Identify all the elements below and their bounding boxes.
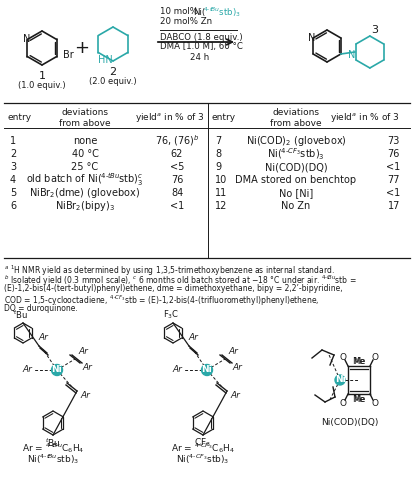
Text: Ar: Ar [80, 390, 90, 400]
Text: (E)-1,2-bis(4-(tert-butyl)phenyl)ethene, dme = dimethoxyethane, bipy = 2,2’-bipy: (E)-1,2-bis(4-(tert-butyl)phenyl)ethene,… [4, 284, 343, 293]
Text: Ar: Ar [78, 348, 88, 356]
Text: 3: 3 [372, 25, 378, 35]
Text: yield$^a$ in % of 3: yield$^a$ in % of 3 [135, 112, 205, 124]
Text: NiBr$_2$(bipy)$_3$: NiBr$_2$(bipy)$_3$ [55, 199, 115, 213]
Text: $^b$ Isolated yield (0.3 mmol scale), $^c$ 6 months old batch stored at $-$18 °C: $^b$ Isolated yield (0.3 mmol scale), $^… [4, 274, 357, 288]
Text: Me: Me [352, 394, 365, 404]
Text: Ar: Ar [22, 366, 32, 374]
Text: Ar: Ar [82, 364, 92, 372]
Text: 10: 10 [215, 175, 227, 185]
Text: $^a$ $^1$H NMR yield as determined by using 1,3,5-trimethoxybenzene as internal : $^a$ $^1$H NMR yield as determined by us… [4, 264, 335, 278]
Text: 1: 1 [10, 136, 16, 146]
Text: 8: 8 [215, 149, 221, 159]
Text: 7: 7 [215, 136, 221, 146]
Text: F$_3$C: F$_3$C [163, 308, 179, 322]
Text: Ni: Ni [335, 376, 345, 384]
Text: <5: <5 [170, 162, 184, 172]
Text: O: O [339, 352, 347, 362]
Text: No [Ni]: No [Ni] [279, 188, 313, 198]
Text: <1: <1 [170, 201, 184, 211]
Text: CF$_3$: CF$_3$ [195, 437, 211, 449]
Text: Br: Br [63, 50, 74, 59]
Text: Me: Me [352, 356, 365, 366]
Text: 76, (76)$^b$: 76, (76)$^b$ [154, 134, 199, 148]
Text: Ni($^{4\text{-}CF_3}$stb)$_3$: Ni($^{4\text{-}CF_3}$stb)$_3$ [176, 452, 230, 466]
Text: Ar: Ar [188, 332, 198, 342]
Text: 10 mol%: 10 mol% [160, 8, 201, 16]
Text: 2: 2 [109, 67, 116, 77]
Text: O: O [339, 398, 347, 407]
Text: 9: 9 [215, 162, 221, 172]
Text: 24 h: 24 h [190, 52, 209, 62]
Text: <1: <1 [386, 162, 400, 172]
Text: Me: Me [354, 356, 366, 366]
Text: Ar: Ar [230, 390, 240, 400]
Text: No Zn: No Zn [281, 201, 311, 211]
Text: Ar: Ar [38, 332, 48, 342]
Text: N: N [309, 33, 316, 43]
Text: old batch of Ni($^{4\text{-}t\!Bu}$stb)$_3^c$: old batch of Ni($^{4\text{-}t\!Bu}$stb)$… [26, 172, 144, 188]
Text: +: + [74, 39, 90, 57]
Text: Ni(COD)$_2$ (glovebox): Ni(COD)$_2$ (glovebox) [246, 134, 347, 148]
Text: Ni(COD)(DQ): Ni(COD)(DQ) [265, 162, 328, 172]
Text: entry: entry [7, 114, 31, 122]
Text: Ni: Ni [202, 366, 212, 374]
Text: entry: entry [212, 114, 236, 122]
Text: 1: 1 [38, 71, 45, 81]
Text: 40 °C: 40 °C [71, 149, 98, 159]
Text: Ar: Ar [228, 348, 238, 356]
Text: 84: 84 [171, 188, 183, 198]
Circle shape [202, 364, 213, 376]
Text: <1: <1 [386, 188, 400, 198]
Text: 5: 5 [10, 188, 16, 198]
Text: none: none [73, 136, 97, 146]
Text: DMA stored on benchtop: DMA stored on benchtop [235, 175, 356, 185]
Text: 62: 62 [171, 149, 183, 159]
Text: 76: 76 [171, 175, 183, 185]
Text: 4: 4 [10, 175, 16, 185]
Text: deviations
from above: deviations from above [270, 108, 322, 128]
Circle shape [52, 364, 62, 376]
Text: O: O [372, 352, 378, 362]
Text: $^t$Bu: $^t$Bu [45, 437, 61, 449]
Text: 73: 73 [388, 136, 400, 146]
Text: $^t$Bu: $^t$Bu [14, 309, 28, 321]
Text: NiBr$_2$(dme) (glovebox): NiBr$_2$(dme) (glovebox) [29, 186, 140, 200]
Text: Ni($^{4\text{-}t\!Bu}$stb)$_3$: Ni($^{4\text{-}t\!Bu}$stb)$_3$ [27, 452, 79, 466]
Text: 76: 76 [388, 149, 400, 159]
Text: 12: 12 [215, 201, 228, 211]
Text: 25 °C: 25 °C [71, 162, 99, 172]
Circle shape [335, 375, 345, 385]
Text: N: N [348, 50, 356, 60]
Text: 3: 3 [10, 162, 16, 172]
Text: (1.0 equiv.): (1.0 equiv.) [18, 82, 66, 90]
Text: N: N [23, 34, 30, 44]
Text: Ar = $^{4\text{-}t\!Bu}$C$_6$H$_4$: Ar = $^{4\text{-}t\!Bu}$C$_6$H$_4$ [22, 441, 84, 455]
Text: Ni: Ni [52, 366, 62, 374]
Text: 6: 6 [10, 201, 16, 211]
Text: Ni(: Ni( [193, 8, 205, 16]
Text: Ar: Ar [172, 366, 182, 374]
Text: 11: 11 [215, 188, 227, 198]
Text: Ar: Ar [232, 364, 242, 372]
Text: DMA [1.0 M], 60 °C: DMA [1.0 M], 60 °C [160, 42, 243, 51]
Text: (2.0 equiv.): (2.0 equiv.) [89, 78, 137, 86]
Text: Ar = $^{4\text{-}CF_3}$C$_6$H$_4$: Ar = $^{4\text{-}CF_3}$C$_6$H$_4$ [171, 441, 235, 455]
Text: 20 mol% Zn: 20 mol% Zn [160, 18, 212, 26]
Text: COD = 1,5-cyclooctadiene, $^{4\text{-}CF_3}$stb = (E)-1,2-bis(4-(trifluoromethyl: COD = 1,5-cyclooctadiene, $^{4\text{-}CF… [4, 294, 320, 308]
Text: 17: 17 [388, 201, 400, 211]
Text: DABCO (1.8 equiv.): DABCO (1.8 equiv.) [160, 32, 242, 42]
Text: 2: 2 [10, 149, 16, 159]
Text: Me: Me [354, 394, 366, 404]
Text: 77: 77 [387, 175, 400, 185]
Text: HN: HN [97, 55, 112, 65]
Text: DQ = duroquinone.: DQ = duroquinone. [4, 304, 78, 313]
Text: yield$^a$ in % of 3: yield$^a$ in % of 3 [330, 112, 400, 124]
Text: Ni(COD)(DQ): Ni(COD)(DQ) [321, 418, 379, 426]
Text: $^{4\text{-}t\!Bu}$stb)$_3$: $^{4\text{-}t\!Bu}$stb)$_3$ [203, 5, 241, 19]
Text: Ni($^{4\text{-}CF_3}$stb)$_3$: Ni($^{4\text{-}CF_3}$stb)$_3$ [267, 146, 325, 162]
Text: O: O [372, 398, 378, 407]
Text: deviations
from above: deviations from above [59, 108, 111, 128]
